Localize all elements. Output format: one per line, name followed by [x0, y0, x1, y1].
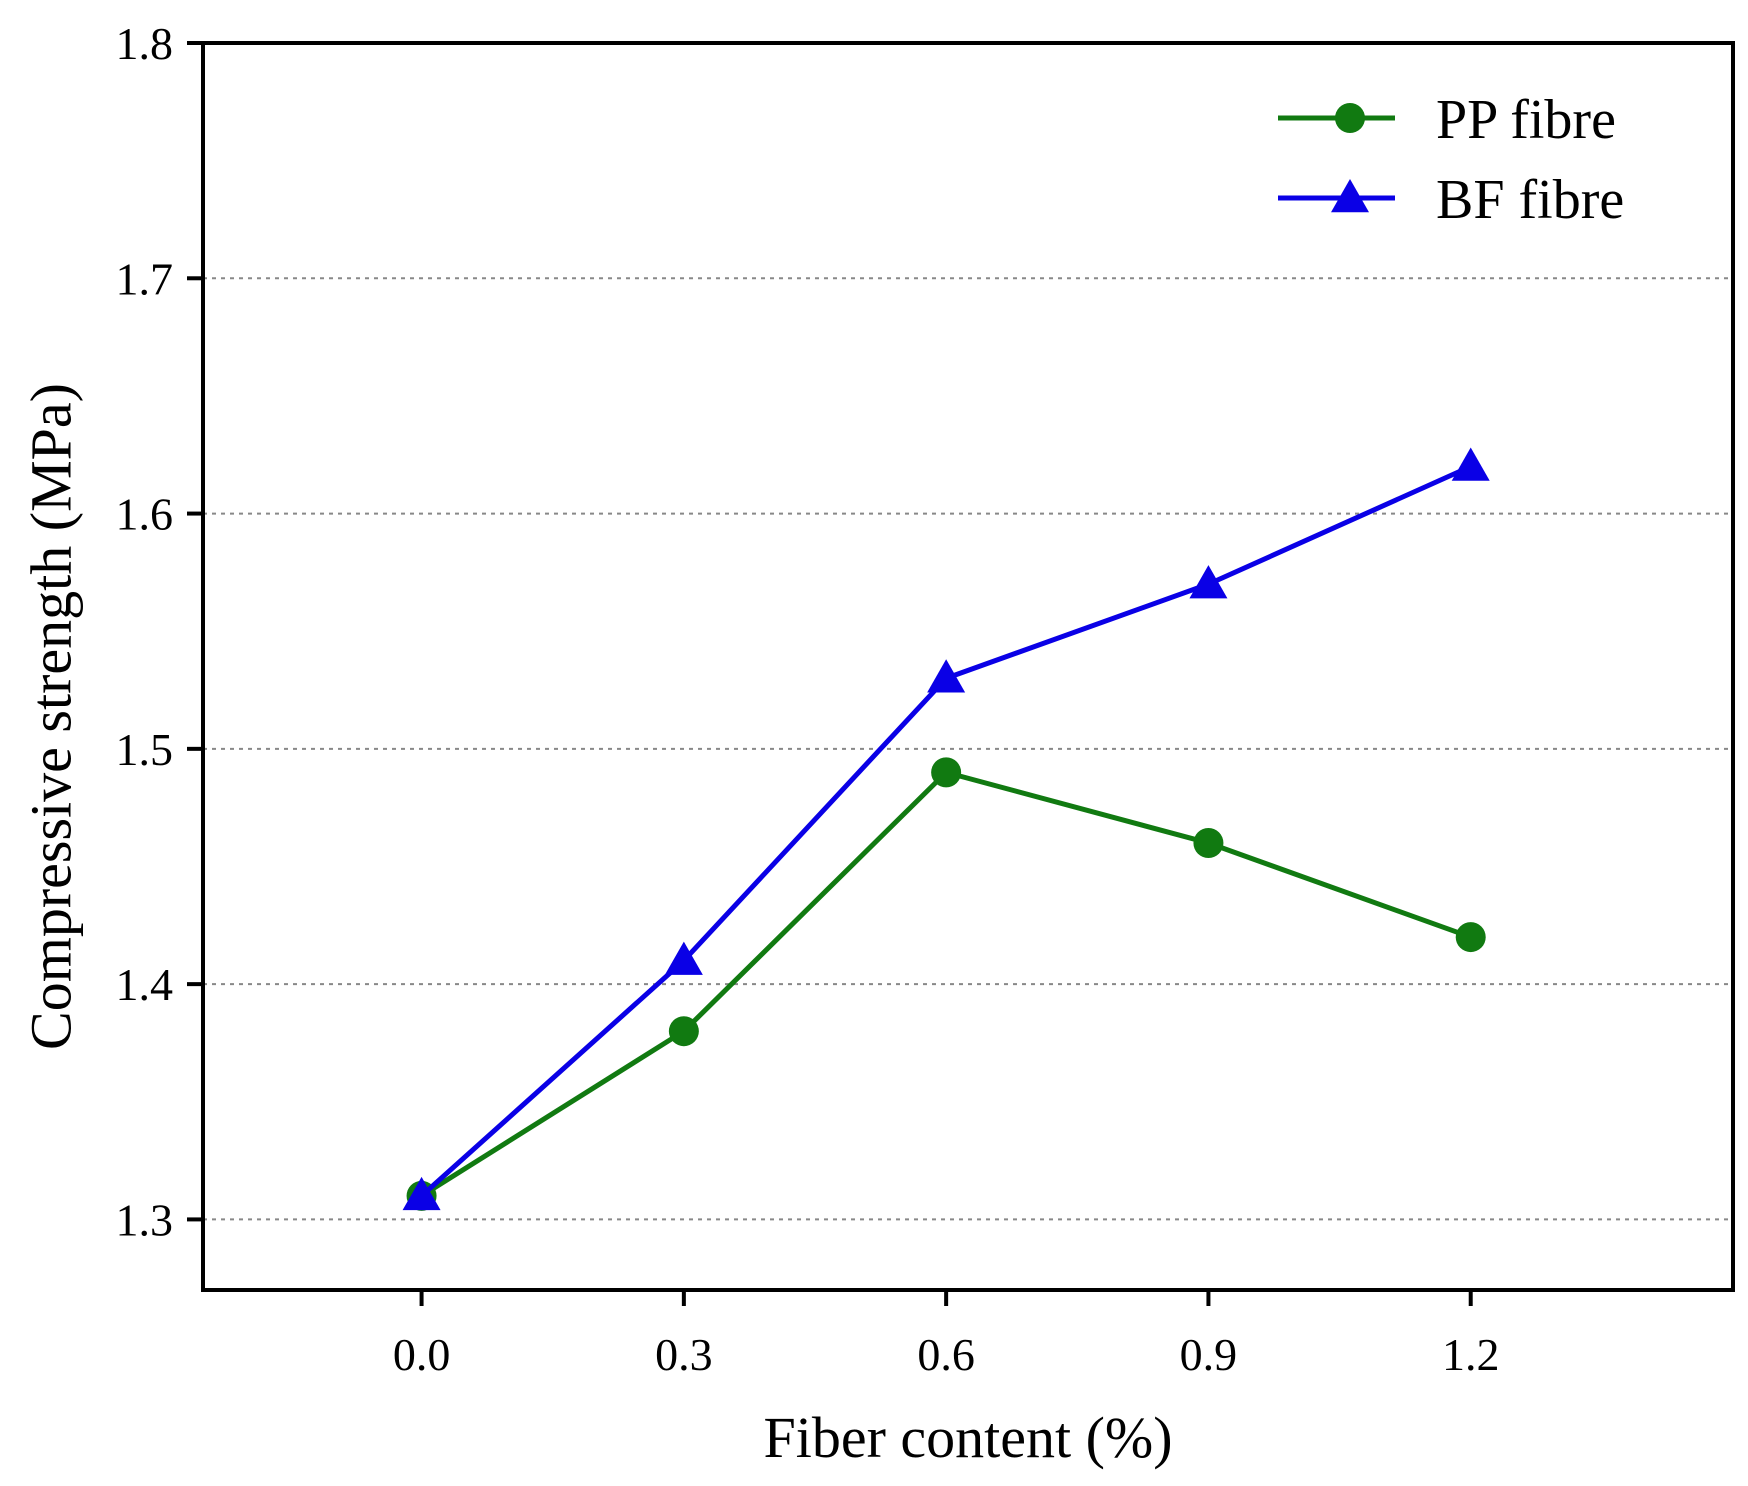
plot-frame	[201, 41, 1735, 1292]
legend: PP fibre BF fibre	[1278, 89, 1624, 231]
x-tick-label: 0.0	[393, 1329, 451, 1380]
y-axis-ticks: 1.3 1.4 1.5 1.6 1.7 1.8	[116, 18, 203, 1245]
bf-series-line	[419, 464, 1472, 1198]
pp-data-point	[1455, 922, 1486, 953]
bf-data-point	[402, 1176, 441, 1211]
legend-label-bf: BF fibre	[1436, 169, 1624, 231]
y-tick-label: 1.4	[116, 959, 174, 1010]
bf-data-point	[664, 941, 703, 975]
y-axis-title: Compressive strength (MPa)	[18, 383, 83, 1050]
x-axis-ticks: 0.0 0.3 0.6 0.9 1.2	[393, 1290, 1500, 1380]
pp-data-point	[668, 1016, 699, 1047]
pp-data-point	[931, 757, 962, 788]
legend-marker-pp	[1335, 103, 1365, 133]
y-tick-label: 1.6	[116, 489, 174, 540]
y-tick-label: 1.3	[116, 1194, 174, 1245]
bf-data-point	[1451, 447, 1490, 481]
x-tick-label: 0.9	[1180, 1329, 1238, 1380]
x-tick-label: 0.3	[655, 1329, 713, 1380]
legend-label-pp: PP fibre	[1436, 89, 1616, 151]
x-tick-label: 0.6	[917, 1329, 975, 1380]
grid-lines	[203, 277, 1733, 1221]
y-tick-label: 1.5	[116, 724, 174, 775]
x-tick-label: 1.2	[1442, 1329, 1500, 1380]
bf-data-point	[1189, 565, 1228, 599]
y-tick-label: 1.7	[116, 253, 174, 304]
legend-marker-bf	[1331, 179, 1369, 213]
bf-data-point	[927, 659, 966, 693]
x-axis-title: Fiber content (%)	[763, 1405, 1172, 1470]
series-layer	[402, 447, 1490, 1211]
pp-data-point	[1193, 827, 1224, 858]
y-tick-label: 1.8	[116, 18, 174, 69]
